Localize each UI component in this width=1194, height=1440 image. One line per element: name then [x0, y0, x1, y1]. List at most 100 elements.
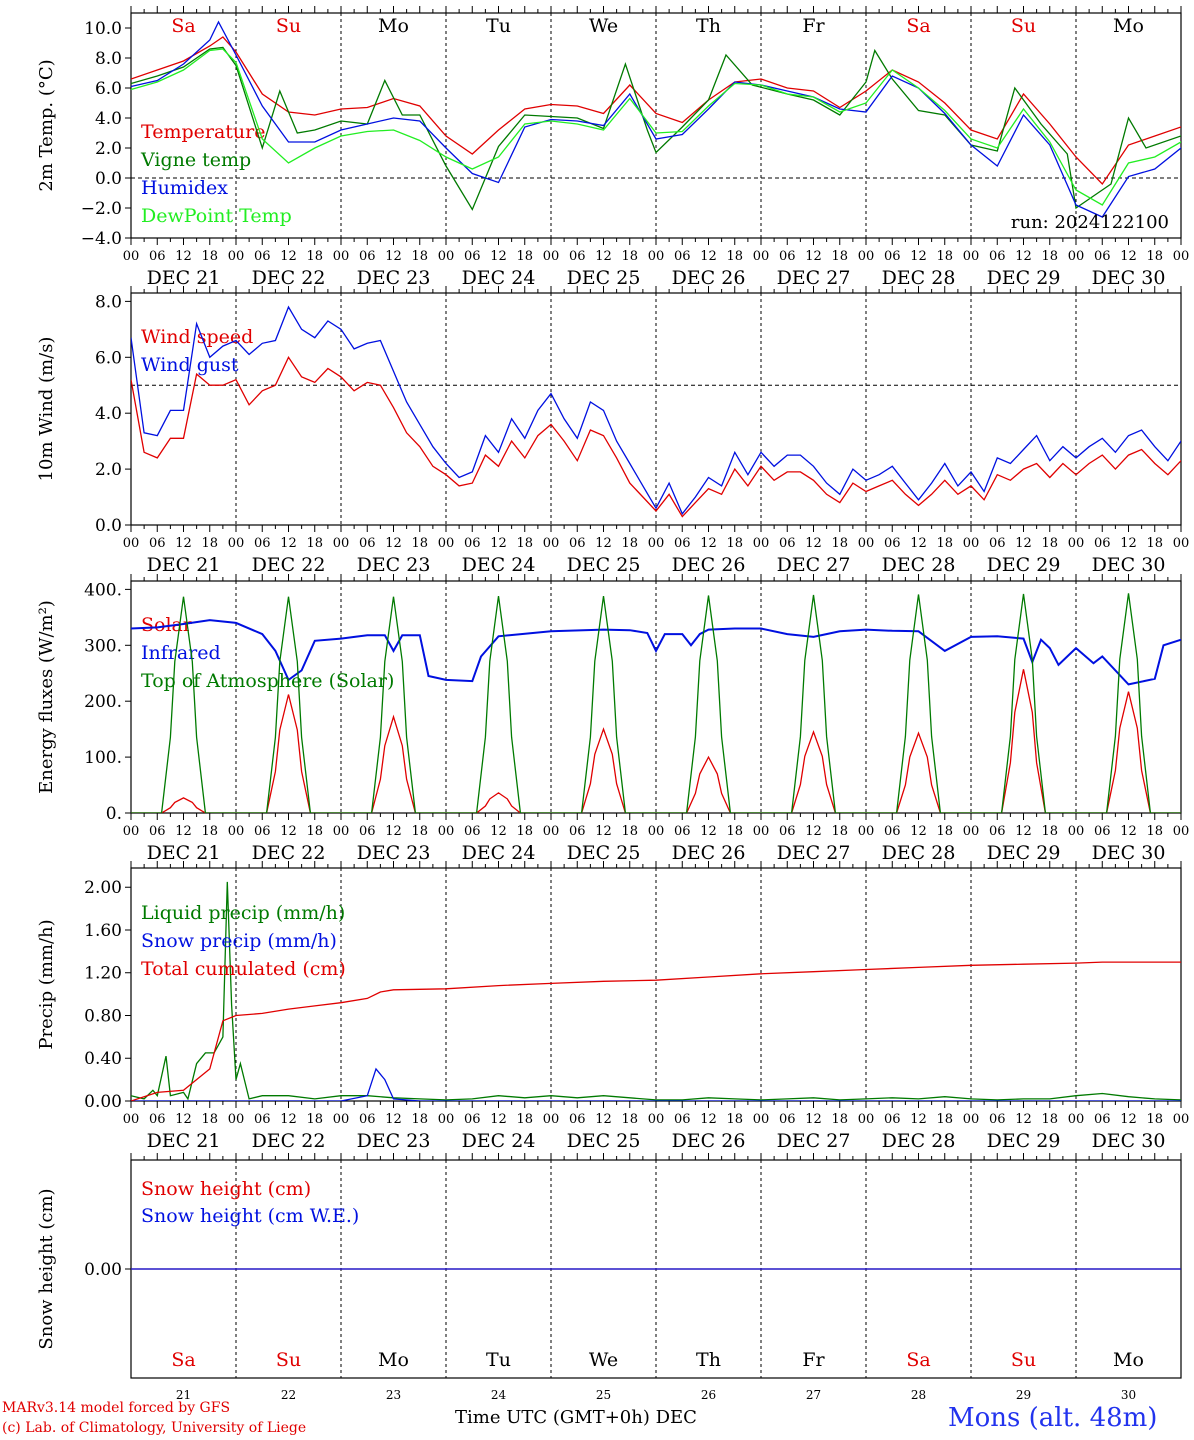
hour-label: 18	[411, 249, 428, 264]
hour-label: 18	[726, 536, 743, 551]
hour-label: 18	[1041, 824, 1058, 839]
y-tick-label: 2.0	[95, 139, 122, 159]
date-label: DEC 28	[882, 1130, 956, 1152]
day-number: 29	[1016, 1388, 1031, 1402]
hour-label: 06	[149, 824, 166, 839]
hour-label: 06	[674, 249, 691, 264]
hour-label: 00	[963, 824, 980, 839]
hour-label: 12	[595, 824, 612, 839]
hour-label: 06	[674, 1112, 691, 1127]
hour-label: 06	[359, 1112, 376, 1127]
hour-label: 00	[123, 536, 140, 551]
hour-label: 12	[175, 536, 192, 551]
hour-label: 06	[149, 536, 166, 551]
hour-label: 18	[306, 249, 323, 264]
hour-label: 00	[333, 249, 350, 264]
model-credit: MARv3.14 model forced by GFS	[2, 1400, 231, 1416]
hour-label: 00	[648, 1112, 665, 1127]
legend-solar: Solar	[141, 614, 193, 636]
hour-label: 00	[1173, 1112, 1190, 1127]
date-label: DEC 25	[567, 842, 641, 864]
hour-label: 18	[831, 824, 848, 839]
hour-label: 00	[648, 536, 665, 551]
hour-label: 06	[884, 249, 901, 264]
hour-label: 18	[726, 1112, 743, 1127]
hour-label: 18	[516, 1112, 533, 1127]
hour-label: 18	[1146, 249, 1163, 264]
hour-label: 18	[936, 249, 953, 264]
y-tick-label: 400.	[84, 580, 122, 600]
hour-label: 12	[385, 1112, 402, 1127]
hour-label: 12	[1015, 249, 1032, 264]
weekday-label: Mo	[1113, 15, 1144, 37]
hour-label: 12	[595, 249, 612, 264]
date-label: DEC 24	[462, 554, 536, 576]
date-label: DEC 23	[357, 554, 431, 576]
hour-label: 06	[359, 824, 376, 839]
hour-label: 18	[201, 1112, 218, 1127]
y-tick-label: 0.00	[84, 1260, 122, 1280]
series-top-of-atmosphere-solar-	[131, 593, 1181, 813]
hour-label: 00	[1068, 824, 1085, 839]
hour-label: 00	[753, 249, 770, 264]
hour-label: 12	[490, 536, 507, 551]
hour-label: 06	[884, 1112, 901, 1127]
hour-label: 00	[753, 536, 770, 551]
panel-snow: 0.00 Sa 21 Su 22 Mo 23 Tu 24 We 25 Th 26 Fr 27 Sa 28 Su 29…	[36, 1153, 1182, 1402]
hour-label: 06	[779, 249, 796, 264]
date-label: DEC 29	[987, 842, 1061, 864]
y-tick-label: 4.0	[95, 404, 122, 424]
hour-label: 00	[438, 536, 455, 551]
weekday-label: Fr	[802, 15, 825, 37]
hour-label: 00	[543, 1112, 560, 1127]
hour-label: 00	[543, 249, 560, 264]
hour-label: 00	[963, 249, 980, 264]
hour-label: 12	[385, 824, 402, 839]
hour-label: 12	[910, 249, 927, 264]
hour-label: 06	[779, 1112, 796, 1127]
hour-label: 18	[1041, 249, 1058, 264]
legend-temperature: Temperature	[141, 121, 265, 143]
hour-label: 18	[936, 536, 953, 551]
y-tick-label: 8.0	[95, 292, 122, 312]
y-axis-label: 2m Temp. (°C)	[36, 59, 57, 191]
hour-label: 06	[989, 536, 1006, 551]
hour-label: 12	[280, 536, 297, 551]
hour-label: 18	[306, 1112, 323, 1127]
hour-label: 18	[621, 536, 638, 551]
date-label: DEC 30	[1092, 554, 1166, 576]
date-label: DEC 23	[357, 267, 431, 289]
x-axis-title-text: Time UTC (GMT+0h)	[455, 1407, 650, 1428]
hour-label: 00	[228, 249, 245, 264]
hour-label: 00	[228, 1112, 245, 1127]
hour-label: 00	[963, 536, 980, 551]
hour-label: 12	[490, 249, 507, 264]
date-label: DEC 24	[462, 842, 536, 864]
hour-label: 12	[175, 824, 192, 839]
hour-label: 06	[359, 536, 376, 551]
hour-label: 06	[1094, 824, 1111, 839]
date-label: DEC 27	[777, 842, 851, 864]
y-tick-label: 200.	[84, 692, 122, 712]
y-tick-label: 2.00	[84, 878, 122, 898]
hour-label: 00	[228, 824, 245, 839]
hour-label: 06	[674, 824, 691, 839]
date-label: DEC 30	[1092, 1130, 1166, 1152]
day-number: 30	[1121, 1388, 1136, 1402]
day-number: 24	[491, 1388, 507, 1402]
hour-label: 12	[700, 249, 717, 264]
hour-label: 18	[831, 536, 848, 551]
hour-label: 00	[1173, 249, 1190, 264]
hour-label: 12	[1015, 1112, 1032, 1127]
hour-label: 06	[1094, 249, 1111, 264]
date-label: DEC 22	[252, 842, 326, 864]
hour-label: 06	[569, 824, 586, 839]
hour-label: 00	[1173, 824, 1190, 839]
station-name: Mons (alt. 48m)	[948, 1403, 1158, 1433]
legend-liquid-precip-mm-h-: Liquid precip (mm/h)	[141, 902, 345, 924]
hour-label: 06	[779, 536, 796, 551]
hour-label: 06	[989, 249, 1006, 264]
weekday-label: Sa	[171, 1349, 195, 1371]
series-infrared	[131, 619, 1181, 686]
